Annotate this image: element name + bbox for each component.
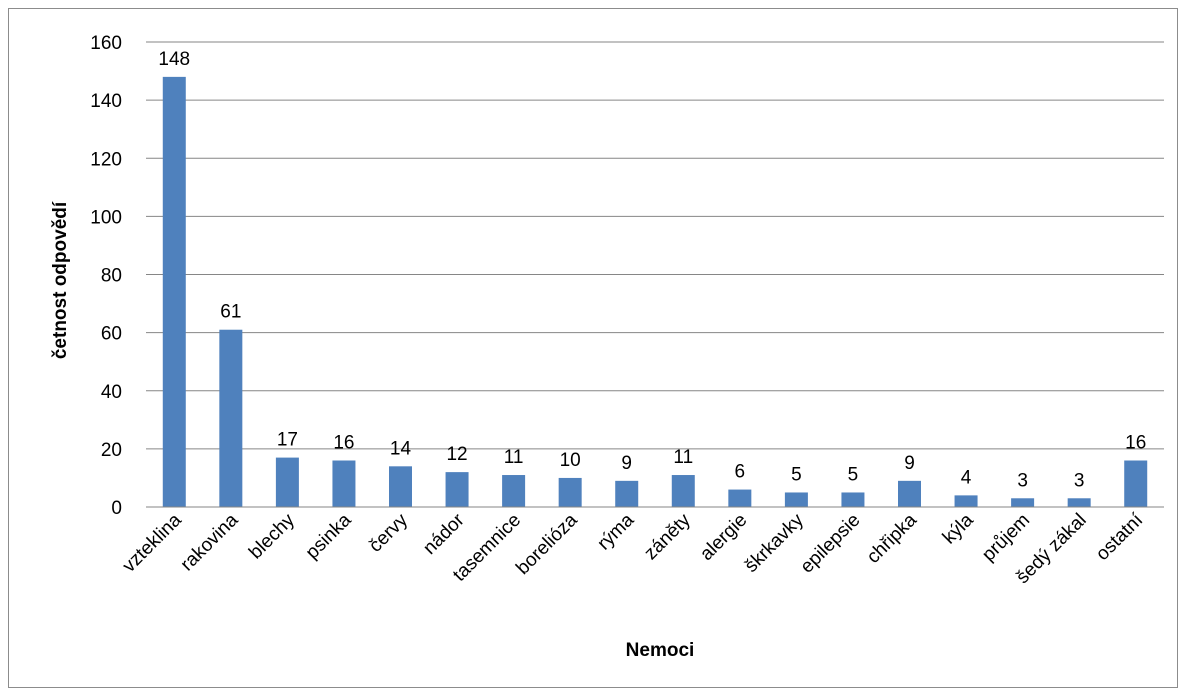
data-label: 61 bbox=[220, 302, 241, 323]
data-label: 9 bbox=[904, 453, 915, 474]
y-axis-title: četnost odpovědí bbox=[50, 201, 71, 359]
data-label: 3 bbox=[1017, 470, 1028, 491]
bar bbox=[728, 489, 752, 507]
x-category-label: borelióza bbox=[512, 509, 582, 579]
y-tick-label: 80 bbox=[101, 266, 122, 287]
bar bbox=[275, 457, 299, 507]
y-tick-label: 40 bbox=[101, 382, 122, 403]
y-tick-label: 120 bbox=[90, 149, 122, 170]
bar bbox=[784, 492, 808, 507]
bar bbox=[615, 480, 639, 507]
x-category-label: chřipka bbox=[863, 509, 921, 567]
x-category-label: vzteklina bbox=[119, 509, 186, 576]
bar bbox=[954, 495, 978, 507]
gridlines bbox=[146, 41, 1164, 450]
data-label: 4 bbox=[961, 467, 972, 488]
data-label: 9 bbox=[621, 453, 632, 474]
y-tick-label: 100 bbox=[90, 207, 122, 228]
x-category-label: rýma bbox=[594, 509, 639, 554]
x-category-label: škrkavky bbox=[741, 509, 808, 576]
data-label: 17 bbox=[277, 430, 298, 451]
y-tick-labels: 0 20 40 60 80 100 120 140 160 bbox=[90, 33, 122, 519]
x-category-label: červy bbox=[365, 509, 412, 556]
bar bbox=[671, 475, 695, 507]
data-label: 3 bbox=[1074, 470, 1085, 491]
y-tick-label: 0 bbox=[111, 498, 122, 519]
x-category-label: psinka bbox=[302, 509, 356, 563]
bars bbox=[162, 76, 1148, 507]
x-category-label: epilepsie bbox=[797, 510, 865, 578]
bar bbox=[558, 477, 582, 507]
data-label: 11 bbox=[673, 447, 693, 468]
bar bbox=[841, 492, 865, 507]
y-tick-label: 160 bbox=[90, 33, 122, 54]
data-label: 14 bbox=[390, 438, 412, 459]
chart-frame bbox=[8, 8, 1178, 688]
bar bbox=[219, 329, 243, 507]
bar bbox=[162, 76, 186, 507]
x-category-label: průjem bbox=[978, 510, 1034, 566]
data-label: 12 bbox=[446, 444, 467, 465]
x-category-label: blechy bbox=[245, 509, 299, 563]
data-labels: 148 61 17 16 14 12 11 10 9 11 6 5 5 9 4 3 3 16 bbox=[158, 49, 1146, 491]
data-label: 6 bbox=[735, 462, 746, 483]
bar bbox=[445, 472, 469, 507]
data-label: 10 bbox=[560, 450, 581, 471]
x-category-label: kýla bbox=[939, 509, 978, 548]
x-category-label: ostatní bbox=[1092, 509, 1148, 565]
bar bbox=[1011, 498, 1035, 507]
bar bbox=[898, 480, 921, 507]
bar bbox=[502, 475, 526, 507]
data-label: 5 bbox=[848, 464, 859, 485]
y-tick-label: 60 bbox=[101, 324, 122, 345]
data-label: 148 bbox=[158, 49, 190, 70]
x-category-label: nádor bbox=[419, 509, 469, 559]
x-category-label: rakovina bbox=[177, 509, 243, 575]
x-category-label: záněty bbox=[640, 509, 695, 564]
x-axis-title: Nemoci bbox=[626, 640, 695, 661]
data-label: 11 bbox=[504, 447, 524, 468]
y-tick-label: 20 bbox=[101, 440, 122, 461]
data-label: 16 bbox=[333, 433, 354, 454]
bar bbox=[1067, 498, 1091, 507]
bar bbox=[1124, 460, 1148, 507]
bar bbox=[332, 460, 356, 507]
x-category-label: alergie bbox=[696, 510, 751, 565]
data-label: 5 bbox=[791, 464, 802, 485]
y-tick-label: 140 bbox=[90, 91, 122, 112]
data-label: 16 bbox=[1125, 433, 1146, 454]
bar bbox=[389, 466, 412, 507]
